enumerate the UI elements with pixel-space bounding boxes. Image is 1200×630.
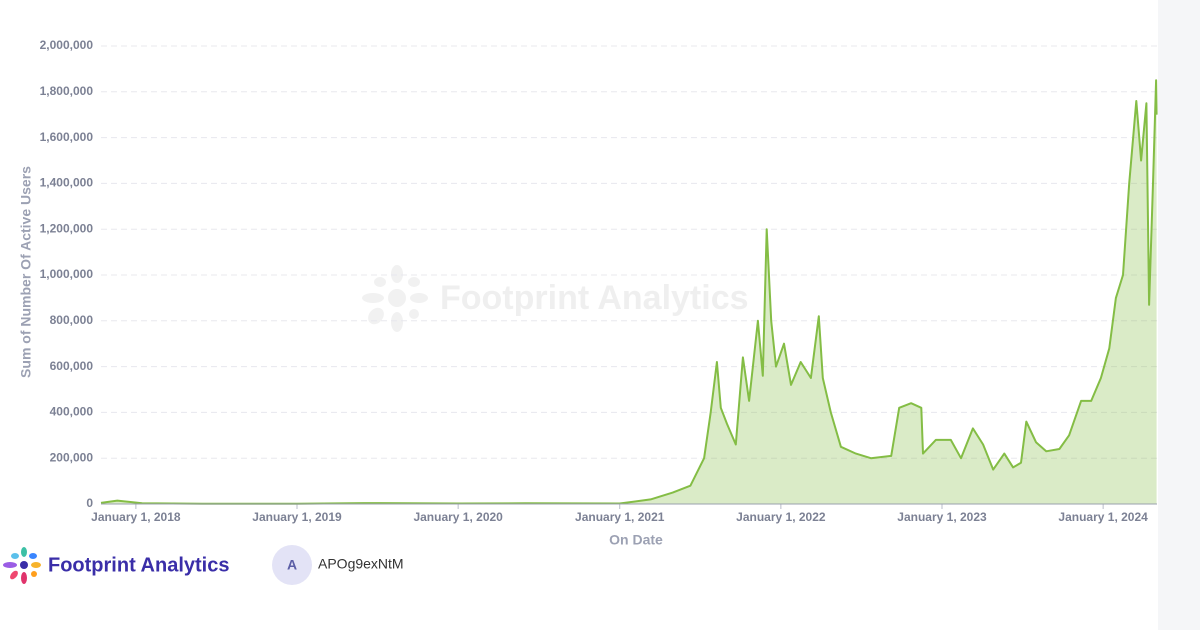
- x-tick-label: January 1, 2024: [1058, 510, 1148, 524]
- x-tick-label: January 1, 2020: [413, 510, 503, 524]
- watermark: Footprint Analytics: [362, 265, 749, 332]
- avatar: [272, 545, 312, 585]
- grid: [101, 45, 1157, 459]
- y-tick-label: 1,600,000: [40, 130, 94, 144]
- brand-name: Footprint Analytics: [48, 554, 229, 576]
- user-name: APOg9exNtM: [318, 556, 404, 572]
- x-tick-label: January 1, 2018: [91, 510, 181, 524]
- y-tick-label: 0: [86, 496, 93, 510]
- footer: Footprint Analytics A APOg9exNtM: [3, 545, 404, 585]
- side-panel: [1158, 0, 1200, 630]
- y-tick-label: 200,000: [50, 450, 94, 464]
- x-tick-label: January 1, 2022: [736, 510, 826, 524]
- x-tick-label: January 1, 2019: [252, 510, 342, 524]
- y-tick-label: 800,000: [50, 313, 94, 327]
- y-tick-label: 1,200,000: [40, 221, 94, 235]
- x-axis-title: On Date: [609, 532, 663, 548]
- watermark-logo: [362, 265, 428, 332]
- avatar-initial: A: [287, 557, 297, 573]
- x-tick-label: January 1, 2023: [897, 510, 987, 524]
- watermark-text: Footprint Analytics: [440, 279, 749, 317]
- y-axis-title: Sum of Number Of Active Users: [18, 166, 34, 378]
- y-tick-label: 400,000: [50, 405, 94, 419]
- x-tick-label: January 1, 2021: [575, 510, 665, 524]
- y-tick-label: 1,000,000: [40, 267, 94, 281]
- brand-logo: [3, 547, 41, 584]
- y-tick-label: 1,400,000: [40, 176, 94, 190]
- area: [101, 80, 1157, 505]
- y-tick-label: 2,000,000: [40, 38, 94, 52]
- line: [100, 79, 1158, 505]
- y-tick-label: 1,800,000: [40, 84, 94, 98]
- y-tick-label: 600,000: [50, 359, 94, 373]
